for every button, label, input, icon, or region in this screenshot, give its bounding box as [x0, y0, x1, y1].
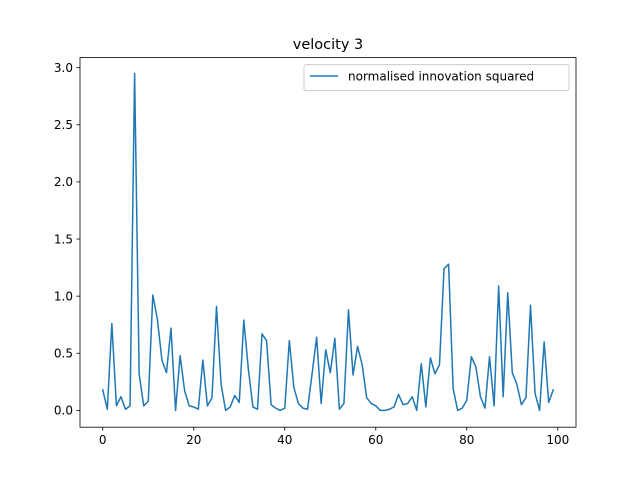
x-tick-label: 20 [186, 433, 201, 447]
x-axis-ticks: 0 20 40 60 80 100 [99, 427, 569, 447]
legend-box [303, 64, 570, 92]
chart-title: velocity 3 [293, 37, 364, 53]
series-line-normalised-innovation-squared [101, 72, 555, 412]
y-tick-label: 2.0 [54, 175, 73, 189]
x-tick-label: 80 [459, 433, 474, 447]
legend: normalised innovation squared [303, 64, 570, 92]
y-tick-label: 1.0 [54, 289, 73, 303]
y-tick-label: 0.5 [54, 347, 73, 361]
y-axis-ticks: 0.0 0.5 1.0 1.5 2.0 2.5 3.0 [54, 61, 80, 418]
y-tick-label: 3.0 [54, 61, 73, 75]
x-tick-label: 60 [368, 433, 383, 447]
y-tick-label: 1.5 [54, 232, 73, 246]
plot-area-frame [79, 57, 577, 428]
x-tick-label: 100 [546, 433, 569, 447]
legend-label: normalised innovation squared [348, 70, 534, 84]
x-tick-label: 0 [99, 433, 107, 447]
y-tick-label: 2.5 [54, 118, 73, 132]
y-tick-label: 0.0 [54, 404, 73, 418]
x-tick-label: 40 [277, 433, 292, 447]
